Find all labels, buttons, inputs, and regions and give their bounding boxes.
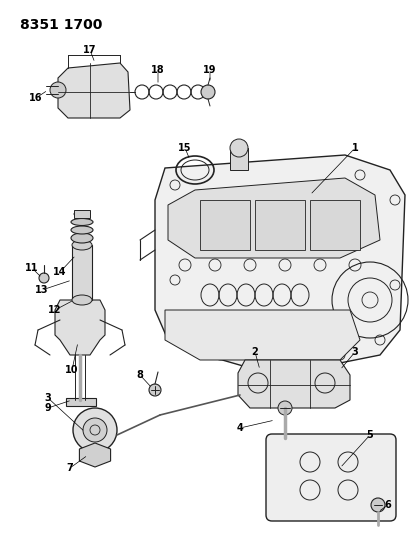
Circle shape	[200, 85, 214, 99]
Text: 8351 1700: 8351 1700	[20, 18, 102, 32]
FancyBboxPatch shape	[265, 434, 395, 521]
Polygon shape	[168, 178, 379, 258]
Polygon shape	[164, 310, 359, 360]
Ellipse shape	[71, 219, 93, 225]
Bar	[66, 398, 96, 406]
Ellipse shape	[71, 226, 93, 234]
Ellipse shape	[72, 295, 92, 305]
Circle shape	[50, 82, 66, 98]
Text: 8: 8	[136, 370, 143, 380]
Text: 15: 15	[178, 143, 191, 153]
Text: 5: 5	[366, 430, 373, 440]
Bar	[309, 200, 359, 250]
Ellipse shape	[74, 211, 90, 217]
Polygon shape	[55, 300, 105, 355]
Text: 13: 13	[35, 285, 49, 295]
Text: 6: 6	[384, 500, 391, 510]
Text: 10: 10	[65, 365, 79, 375]
Text: 19: 19	[203, 65, 216, 75]
Circle shape	[39, 273, 49, 283]
Circle shape	[229, 139, 247, 157]
Polygon shape	[79, 443, 110, 467]
Text: 1: 1	[351, 143, 357, 153]
Text: 4: 4	[236, 423, 243, 433]
Polygon shape	[237, 360, 349, 408]
Circle shape	[83, 418, 107, 442]
Circle shape	[148, 384, 161, 396]
Text: 3: 3	[45, 393, 51, 403]
Text: 16: 16	[29, 93, 43, 103]
Text: 9: 9	[45, 403, 51, 413]
Ellipse shape	[72, 240, 92, 250]
Text: 3: 3	[351, 347, 357, 357]
Text: 11: 11	[25, 263, 39, 273]
Text: 18: 18	[151, 65, 164, 75]
Bar	[74, 210, 90, 218]
Text: 12: 12	[48, 305, 62, 315]
Bar	[200, 200, 249, 250]
Text: 14: 14	[53, 267, 67, 277]
Bar	[72, 245, 92, 300]
Ellipse shape	[71, 233, 93, 243]
Text: 7: 7	[66, 463, 73, 473]
Polygon shape	[155, 155, 404, 368]
Bar	[229, 148, 247, 170]
Text: 2: 2	[251, 347, 258, 357]
Text: 17: 17	[83, 45, 97, 55]
Polygon shape	[58, 63, 130, 118]
Circle shape	[370, 498, 384, 512]
Bar	[254, 200, 304, 250]
Circle shape	[277, 401, 291, 415]
Circle shape	[73, 408, 117, 452]
